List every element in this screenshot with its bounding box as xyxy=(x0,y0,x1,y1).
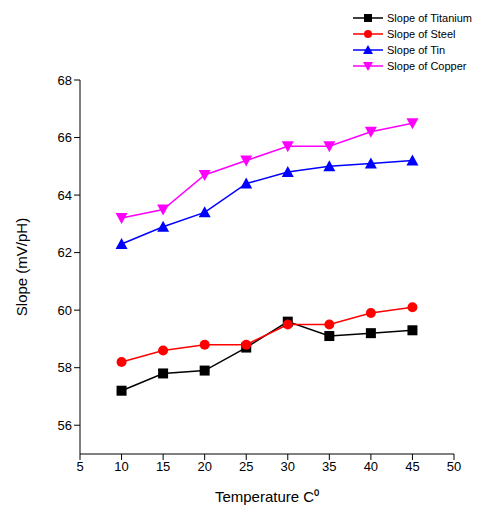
svg-text:5: 5 xyxy=(76,459,83,474)
svg-text:Temperature C⁰: Temperature C⁰ xyxy=(215,488,319,505)
html-text:Slope of Titanium: Slope of Titanium xyxy=(387,12,472,24)
svg-text:64: 64 xyxy=(58,188,72,203)
svg-text:25: 25 xyxy=(239,459,253,474)
html-text:Slope of Copper: Slope of Copper xyxy=(387,60,467,72)
svg-text:50: 50 xyxy=(447,459,461,474)
svg-text:40: 40 xyxy=(364,459,378,474)
html-text:Slope of Steel: Slope of Steel xyxy=(387,28,456,40)
svg-text:66: 66 xyxy=(58,130,72,145)
svg-text:10: 10 xyxy=(114,459,128,474)
svg-text:20: 20 xyxy=(197,459,211,474)
html-text:Slope of Tin: Slope of Tin xyxy=(387,44,446,56)
svg-text:Slope (mV/pH): Slope (mV/pH) xyxy=(13,218,30,316)
svg-text:58: 58 xyxy=(58,360,72,375)
svg-text:62: 62 xyxy=(58,245,72,260)
svg-text:56: 56 xyxy=(58,418,72,433)
svg-text:60: 60 xyxy=(58,303,72,318)
svg-text:45: 45 xyxy=(405,459,419,474)
svg-text:30: 30 xyxy=(281,459,295,474)
svg-text:35: 35 xyxy=(322,459,336,474)
svg-text:68: 68 xyxy=(58,73,72,88)
svg-text:15: 15 xyxy=(156,459,170,474)
